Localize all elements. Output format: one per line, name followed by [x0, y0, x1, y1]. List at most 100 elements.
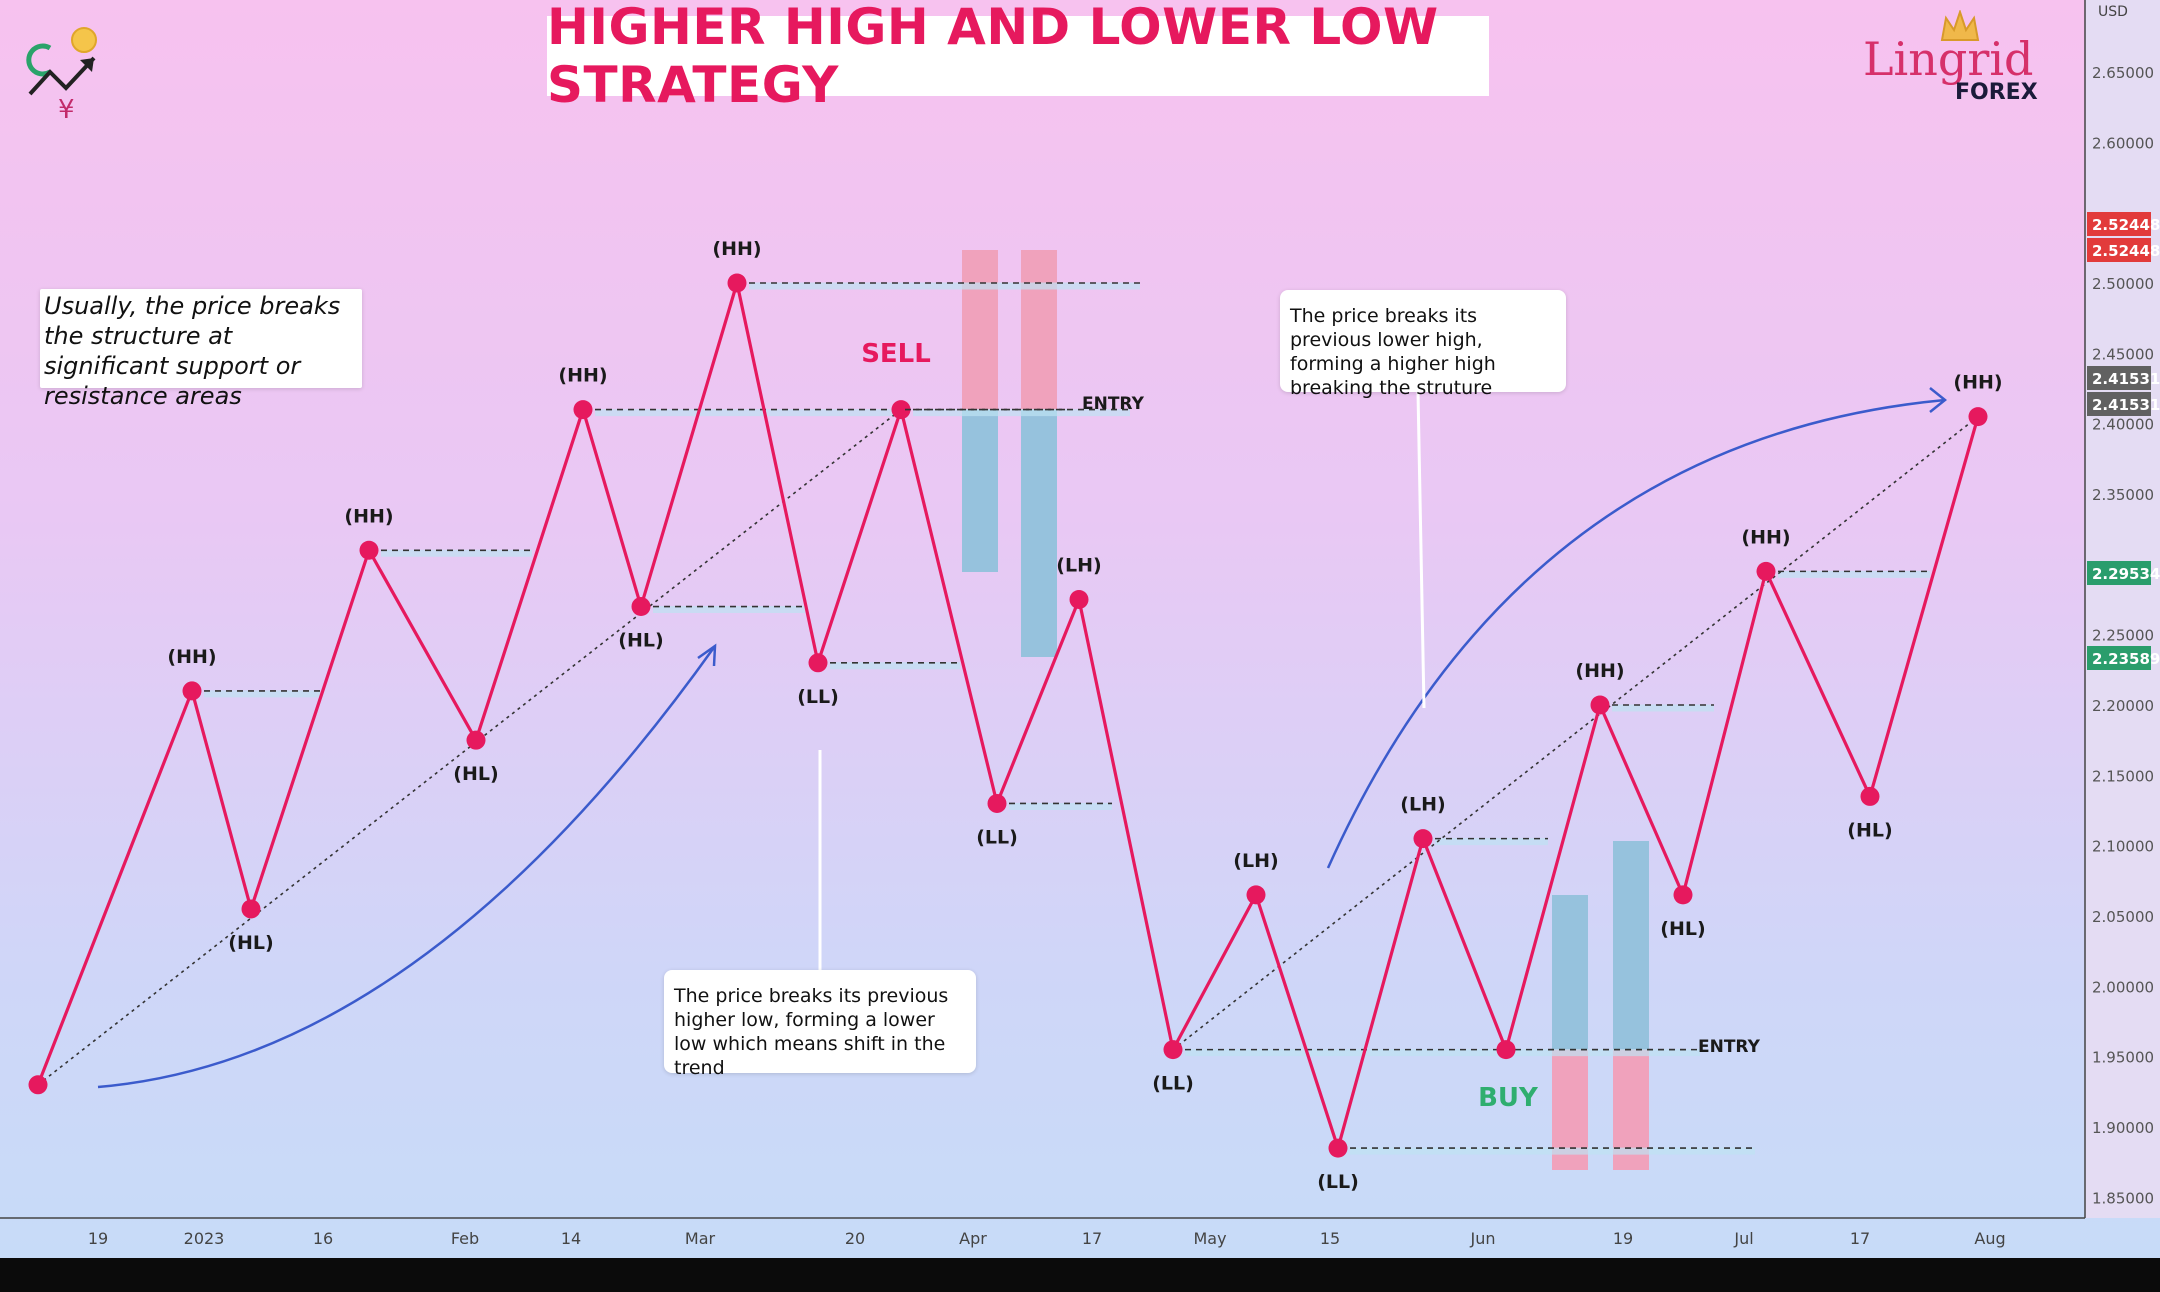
- y-tick-label: 2.45000: [2092, 345, 2154, 363]
- x-tick-label: Jul: [1733, 1229, 1753, 1248]
- brand-logo: Lingrid FOREX: [1860, 10, 2040, 110]
- x-tick-label: 14: [561, 1229, 581, 1248]
- x-tick-label: Apr: [959, 1229, 987, 1248]
- price-badge: [2087, 392, 2151, 416]
- sell-stop-zone-2: [1021, 250, 1057, 410]
- sell-target-zone-2: [1021, 409, 1057, 657]
- y-tick-label: 2.60000: [2092, 134, 2154, 152]
- y-tick-label: 2.15000: [2092, 767, 2154, 785]
- x-tick-label: 16: [313, 1229, 333, 1248]
- trend-line: [37, 408, 902, 1086]
- price-badge-label: 2.29534: [2092, 565, 2160, 583]
- x-tick-label: 17: [1850, 1229, 1870, 1248]
- y-tick-label: 2.25000: [2092, 627, 2154, 645]
- price-badge: [2087, 646, 2151, 670]
- arrow-head-1: [697, 643, 717, 667]
- price-badge-label: 2.52448: [2092, 216, 2160, 234]
- pivot-label: (HH): [558, 365, 607, 387]
- pivot-point: [1246, 885, 1266, 905]
- pivot-label: (HH): [1741, 526, 1790, 548]
- pivot-label: (LH): [1233, 850, 1278, 872]
- y-tick-label: 1.95000: [2092, 1049, 2154, 1067]
- x-tick-label: Jun: [1470, 1229, 1496, 1248]
- pivot-label: (HH): [1575, 660, 1624, 682]
- x-tick-label: May: [1193, 1229, 1226, 1248]
- pivot-label: (HH): [712, 238, 761, 260]
- price-badge-label: 2.23589: [2092, 650, 2160, 668]
- x-tick-label: Aug: [1974, 1229, 2005, 1248]
- pivot-label: (HL): [228, 932, 273, 954]
- callout-pointer-right: [1416, 391, 1426, 709]
- pivot-point: [1673, 885, 1693, 905]
- x-tick-label: 19: [88, 1229, 108, 1248]
- currency-label: USD: [2098, 4, 2128, 20]
- sell-label: SELL: [861, 339, 931, 369]
- y-tick-label: 2.05000: [2092, 908, 2154, 926]
- pivot-label: (LL): [1317, 1171, 1359, 1193]
- pivot-point: [1069, 590, 1089, 609]
- pivot-label: (HL): [618, 630, 663, 652]
- pivot-point: [1968, 407, 1988, 427]
- bottom-bar: [0, 1258, 2160, 1292]
- pivot-point: [241, 899, 261, 919]
- y-tick-label: 2.20000: [2092, 697, 2154, 715]
- pivot-point: [808, 653, 828, 673]
- pivot-point: [891, 400, 911, 420]
- x-tick-label: 15: [1320, 1229, 1340, 1248]
- logo-brand: Lingrid: [1863, 32, 2034, 86]
- price-badge: [2087, 366, 2151, 390]
- price-line: [36, 282, 1980, 1154]
- x-tick-label: Feb: [451, 1229, 479, 1248]
- x-tick-label: 17: [1082, 1229, 1102, 1248]
- pivot-point: [1496, 1040, 1516, 1060]
- uptrend-arrow-1: [97, 645, 717, 1089]
- pivot-label: (HH): [167, 646, 216, 668]
- x-tick-label: 20: [845, 1229, 865, 1248]
- pivot-point: [182, 681, 202, 701]
- pivot-label: (LL): [976, 826, 1018, 848]
- pivot-label: (LH): [1400, 794, 1445, 816]
- entry-label-bottom: ENTRY: [1698, 1037, 1761, 1057]
- pivot-point: [1756, 561, 1776, 581]
- entry-label-top: ENTRY: [1082, 394, 1145, 414]
- x-tick-label: 2023: [184, 1229, 225, 1248]
- note-lower-low: The price breaks its previous higher low…: [664, 970, 976, 1079]
- pivot-label: (HL): [453, 763, 498, 785]
- note-structure-break: Usually, the price breaks the structure …: [40, 289, 362, 410]
- price-badge: [2087, 238, 2151, 262]
- pivot-label: (HH): [344, 505, 393, 527]
- pivot-point: [28, 1075, 48, 1095]
- pivot-point: [727, 273, 747, 293]
- y-tick-label: 1.90000: [2092, 1119, 2154, 1137]
- pivot-point: [987, 793, 1007, 813]
- pivot-label: (HL): [1660, 918, 1705, 940]
- chart-title: HIGHER HIGH AND LOWER LOW STRATEGY: [547, 0, 1439, 114]
- pivot-point: [1163, 1040, 1183, 1060]
- sell-target-zone-1: [962, 409, 998, 572]
- pivot-label: (LH): [1056, 555, 1101, 577]
- y-tick-label: 2.35000: [2092, 486, 2154, 504]
- buy-target-zone-2: [1613, 841, 1649, 1050]
- price-badge-label: 2.52448: [2092, 242, 2160, 260]
- uptrend-arrow-2: [1326, 398, 1946, 869]
- pivot-point: [359, 540, 379, 560]
- crown-icon: [1940, 10, 1980, 41]
- pivot-point: [573, 400, 593, 420]
- sell-stop-zone-1: [962, 250, 998, 410]
- pivot-label: (LL): [797, 686, 839, 708]
- y-tick-label: 2.40000: [2092, 416, 2154, 434]
- pivot-point: [466, 730, 486, 750]
- y-tick-label: 1.85000: [2092, 1189, 2154, 1207]
- logo-sub: FOREX: [1955, 80, 2038, 105]
- title-banner: HIGHER HIGH AND LOWER LOW STRATEGY: [547, 0, 1489, 114]
- x-tick-label: Mar: [685, 1229, 716, 1248]
- price-badge-label: 2.41531: [2092, 370, 2160, 388]
- pivot-point: [631, 597, 651, 617]
- trend-line: [1172, 416, 1979, 1051]
- pivot-point: [1413, 829, 1433, 849]
- y-axis-panel: [2085, 0, 2160, 1218]
- pivot-point: [1590, 695, 1610, 715]
- pivot-label: (HH): [1953, 372, 2002, 394]
